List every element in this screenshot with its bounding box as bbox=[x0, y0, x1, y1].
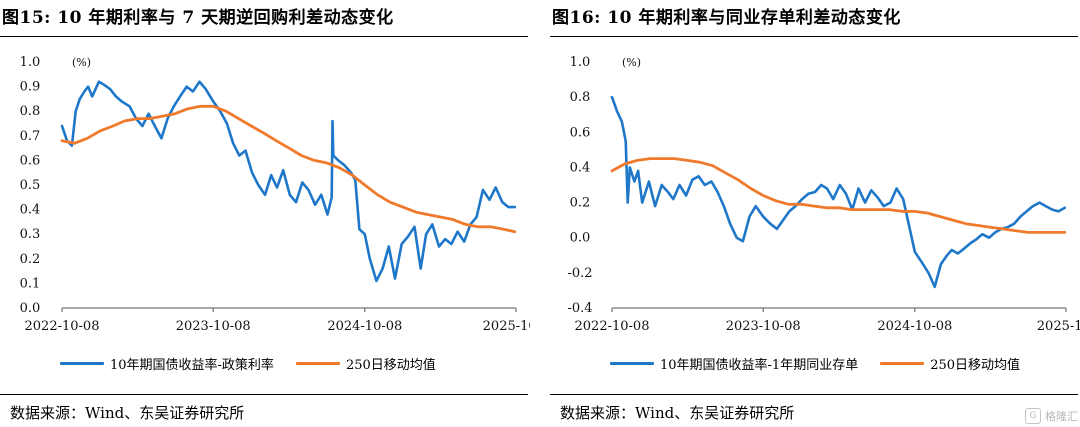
legend-label-ma: 250日移动均值 bbox=[345, 358, 436, 373]
series-line-spread bbox=[60, 80, 517, 283]
chart-legend: 10年期国债收益率-政策利率 250日移动均值 bbox=[60, 354, 458, 373]
figure-title: 图16: 10 年期利率与同业存单利差动态变化 bbox=[552, 8, 901, 28]
y-tick-label: 0.7 bbox=[20, 129, 41, 144]
y-tick-label: 0.1 bbox=[20, 276, 41, 291]
title-divider bbox=[550, 36, 1078, 37]
y-tick-label: 0.0 bbox=[570, 231, 591, 246]
series-line-moving-average bbox=[610, 157, 1067, 234]
legend-item-ma: 250日移动均值 bbox=[295, 354, 436, 373]
y-tick-label: 0.4 bbox=[20, 203, 41, 218]
x-tick-label: 2023-10-08 bbox=[726, 319, 801, 334]
source-divider bbox=[0, 394, 528, 395]
title-divider bbox=[0, 36, 528, 37]
y-unit-label: (%) bbox=[622, 56, 641, 69]
x-tick-label: 2022-10-08 bbox=[575, 319, 650, 334]
y-tick-label: 0.8 bbox=[20, 104, 41, 119]
legend-item-series: 10年期国债收益率-政策利率 bbox=[60, 354, 274, 373]
y-tick-label: 0.6 bbox=[20, 153, 41, 168]
y-tick-label: 0.0 bbox=[20, 301, 41, 316]
chart-panel-left: 图15: 10 年期利率与 7 天期逆回购利差动态变化 0.0 0.1 0.2 0.3… bbox=[0, 0, 530, 427]
y-tick-label: 0.6 bbox=[570, 125, 591, 140]
x-tick-label: 2023-10-08 bbox=[176, 319, 251, 334]
x-tick-label: 2022-10-08 bbox=[25, 319, 100, 334]
x-tick-label: 2024-10-08 bbox=[327, 319, 402, 334]
y-tick-label: -0.4 bbox=[567, 301, 592, 316]
watermark-logo-icon: G bbox=[1025, 408, 1041, 424]
chart-legend: 10年期国债收益率-1年期同业存单 250日移动均值 bbox=[610, 354, 1042, 373]
y-unit-label: (%) bbox=[72, 56, 91, 69]
legend-item-ma: 250日移动均值 bbox=[880, 354, 1020, 373]
line-chart: -0.4 -0.2 0.0 0.2 0.4 0.6 0.8 1.0 (%) 2022-10-08 2… bbox=[567, 55, 1080, 334]
y-tick-label: -0.2 bbox=[567, 266, 592, 281]
legend-swatch-orange bbox=[295, 362, 340, 365]
y-tick-label: 0.8 bbox=[570, 90, 591, 105]
legend-swatch-blue bbox=[60, 362, 104, 365]
y-tick-label: 0.3 bbox=[20, 227, 41, 242]
y-tick-label: 0.2 bbox=[20, 252, 41, 267]
legend-swatch-blue bbox=[610, 362, 654, 365]
x-tick-label: 2025-10- bbox=[1037, 319, 1080, 334]
watermark: G 格隆汇 bbox=[1025, 408, 1078, 424]
y-tick-label: 1.0 bbox=[570, 55, 591, 70]
series-line-spread bbox=[610, 95, 1067, 289]
x-tick-label: 2025-10-0 bbox=[483, 319, 530, 334]
legend-label-series: 10年期国债收益率-1年期同业存单 bbox=[660, 358, 859, 373]
data-source-note: 数据来源：Wind、东吴证券研究所 bbox=[10, 404, 245, 422]
legend-label-ma: 250日移动均值 bbox=[930, 358, 1021, 373]
chart-panel-right: 图16: 10 年期利率与同业存单利差动态变化 -0.4 -0.2 0.0 0.2 0.… bbox=[550, 0, 1080, 427]
y-tick-label: 0.9 bbox=[20, 80, 41, 95]
legend-label-series: 10年期国债收益率-政策利率 bbox=[110, 358, 274, 373]
watermark-text: 格隆汇 bbox=[1045, 410, 1078, 423]
figure-title: 图15: 10 年期利率与 7 天期逆回购利差动态变化 bbox=[2, 8, 394, 28]
series-line-moving-average bbox=[60, 104, 517, 234]
y-tick-label: 0.5 bbox=[20, 178, 41, 193]
legend-swatch-orange bbox=[880, 362, 925, 365]
y-tick-label: 1.0 bbox=[20, 55, 41, 70]
y-tick-label: 0.4 bbox=[570, 160, 591, 175]
line-chart: 0.0 0.1 0.2 0.3 0.4 0.5 0.6 0.7 0.8 0.9 1.0 (%) 2022… bbox=[20, 55, 530, 334]
y-tick-label: 0.2 bbox=[570, 196, 591, 211]
legend-item-series: 10年期国债收益率-1年期同业存单 bbox=[610, 354, 858, 373]
source-divider bbox=[550, 394, 1078, 395]
x-tick-label: 2024-10-08 bbox=[877, 319, 952, 334]
data-source-note: 数据来源：Wind、东吴证券研究所 bbox=[560, 404, 795, 422]
